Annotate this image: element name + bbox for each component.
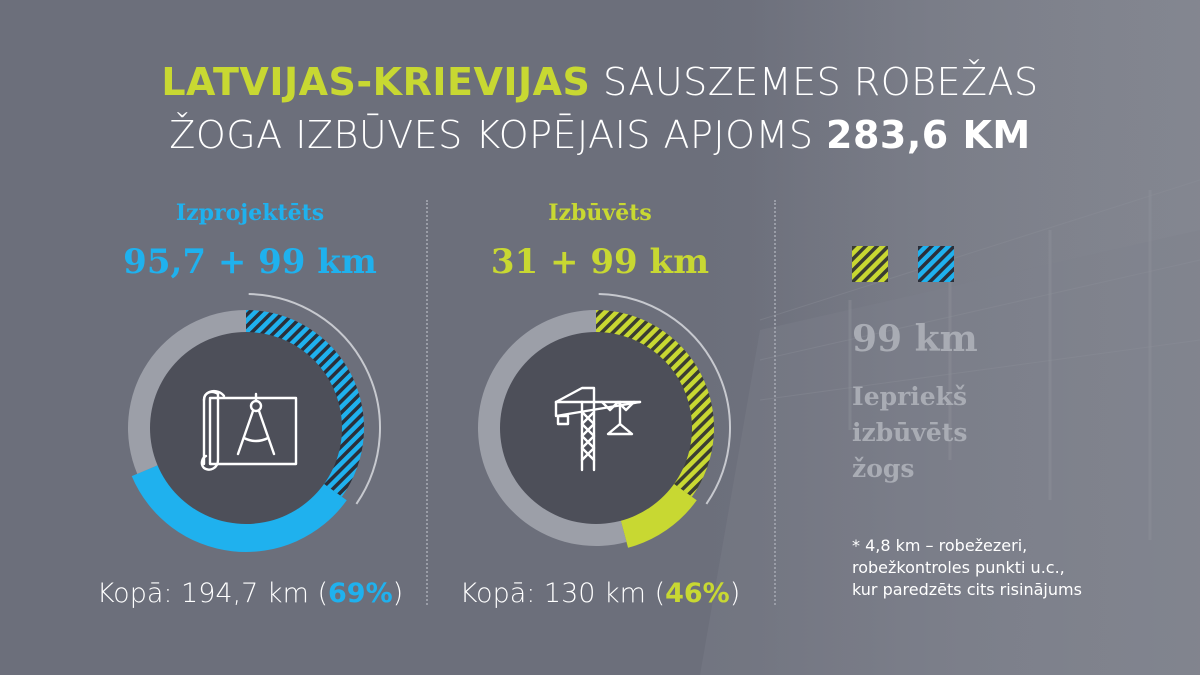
previous-segment-bracket-arc	[598, 293, 731, 505]
title-line-1-text: SAUSZEMES ROBEŽAS	[603, 60, 1039, 104]
page-title-line-1: LATVIJAS-KRIEVIJAS SAUSZEMES ROBEŽAS	[0, 60, 1200, 104]
legend-hatched-blue-swatch	[918, 246, 954, 282]
designed-total-prefix: Kopā: 194,7 km (	[96, 578, 328, 609]
title-total-value: 283,6 KM	[826, 113, 1031, 157]
built-value: 31 + 99 km	[490, 242, 710, 282]
designed-total-suffix: )	[392, 578, 404, 609]
donut-segment-remaining	[127, 310, 246, 474]
footnote-line-2: robežkontroles punkti u.c.,	[852, 558, 1065, 577]
footnote-line-1: * 4,8 km – robežezeri,	[852, 536, 1028, 555]
built-total-prefix: Kopā: 130 km (	[459, 578, 666, 609]
donut-segment-previous	[596, 310, 714, 497]
footnote-line-3: kur paredzēts cits risinājums	[852, 580, 1082, 599]
built-title: Izbūvēts	[548, 200, 652, 226]
built-total-suffix: )	[729, 578, 741, 609]
previous-segment-bracket-arc	[248, 293, 381, 505]
built-donut-chart	[478, 293, 731, 548]
built-total-label: Kopā: 130 km (46%)	[410, 578, 790, 609]
page-title-line-2: ŽOGA IZBŪVES KOPĒJAIS APJOMS 283,6 KM	[0, 113, 1200, 157]
footnote: * 4,8 km – robežezeri, robežkontroles pu…	[852, 535, 1082, 601]
designed-total-percent: 69%	[328, 578, 393, 609]
designed-title: Izprojektēts	[175, 200, 325, 226]
divider-1	[426, 200, 428, 605]
blueprint-compass-icon	[200, 389, 298, 471]
donut-inner-disk	[500, 332, 692, 524]
tower-crane-icon	[554, 386, 642, 472]
donut-segment-new	[619, 481, 697, 548]
donut-segment-remaining	[478, 310, 627, 546]
title-highlight: LATVIJAS-KRIEVIJAS	[161, 60, 591, 104]
built-total-percent: 46%	[665, 578, 730, 609]
designed-total-label: Kopā: 194,7 km (69%)	[60, 578, 440, 609]
designed-value: 95,7 + 99 km	[123, 242, 377, 282]
legend-hatched-lime-swatch	[852, 246, 888, 282]
title-line-2-text: ŽOGA IZBŪVES KOPĒJAIS APJOMS	[169, 113, 814, 157]
legend-text-line-3: žogs	[852, 454, 915, 483]
donut-segment-previous	[246, 310, 364, 497]
divider-2	[774, 200, 776, 605]
donut-segment-new	[131, 463, 347, 552]
legend-text-line-1: Iepriekš	[852, 382, 968, 411]
designed-donut-chart	[127, 293, 381, 552]
legend-text-line-2: izbūvēts	[852, 418, 968, 447]
legend-value: 99 km	[852, 318, 978, 360]
